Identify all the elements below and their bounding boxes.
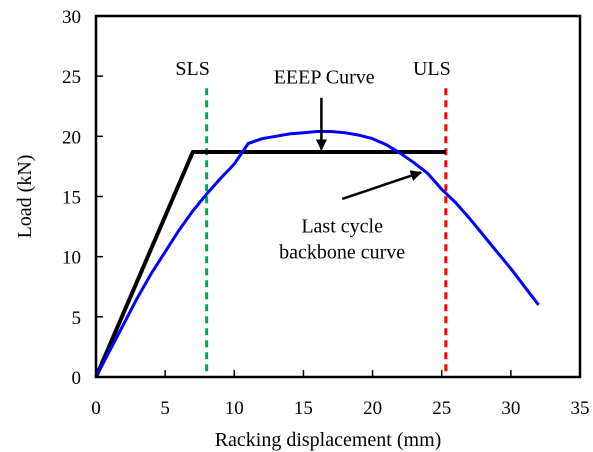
backbone-curve (94, 130, 540, 378)
x-tick-label: 5 (160, 398, 170, 419)
x-axis-title: Racking displacement (mm) (215, 429, 442, 451)
y-tick-label: 15 (62, 188, 81, 209)
limit-lines: SLS ULS (175, 58, 451, 377)
y-tick-label: 5 (72, 308, 82, 329)
eeep-annotation-text: EEEP Curve (274, 66, 375, 88)
y-tick-label: 25 (62, 67, 81, 88)
x-tick-label: 15 (294, 398, 313, 419)
x-tick-label: 30 (501, 398, 520, 419)
y-tick-label: 20 (62, 127, 81, 148)
x-tick-label: 20 (363, 398, 382, 419)
uls-label: ULS (413, 58, 451, 80)
sls-label: SLS (175, 58, 209, 80)
backbone-annotation-text: backbone curve (279, 242, 405, 264)
backbone-annotation-text: Last cycle (301, 216, 383, 238)
plot-frame (94, 14, 582, 379)
y-tick-label: 30 (62, 7, 81, 28)
series-group (94, 130, 540, 378)
x-tick-label: 25 (432, 398, 451, 419)
axes: 0 5 10 15 20 25 30 35 0 5 10 15 20 25 30 (62, 7, 590, 419)
x-tick-label: 0 (91, 398, 101, 419)
x-tick-label: 35 (571, 398, 590, 419)
y-axis-title: Load (kN) (14, 155, 36, 239)
eeep-curve (94, 150, 446, 378)
y-tick-label: 0 (72, 368, 82, 389)
annotations: EEEP Curve Last cycle backbone curve (274, 66, 423, 264)
y-tick-label: 10 (62, 248, 81, 269)
x-tick-label: 10 (225, 398, 244, 419)
backbone-arrow (341, 170, 423, 201)
